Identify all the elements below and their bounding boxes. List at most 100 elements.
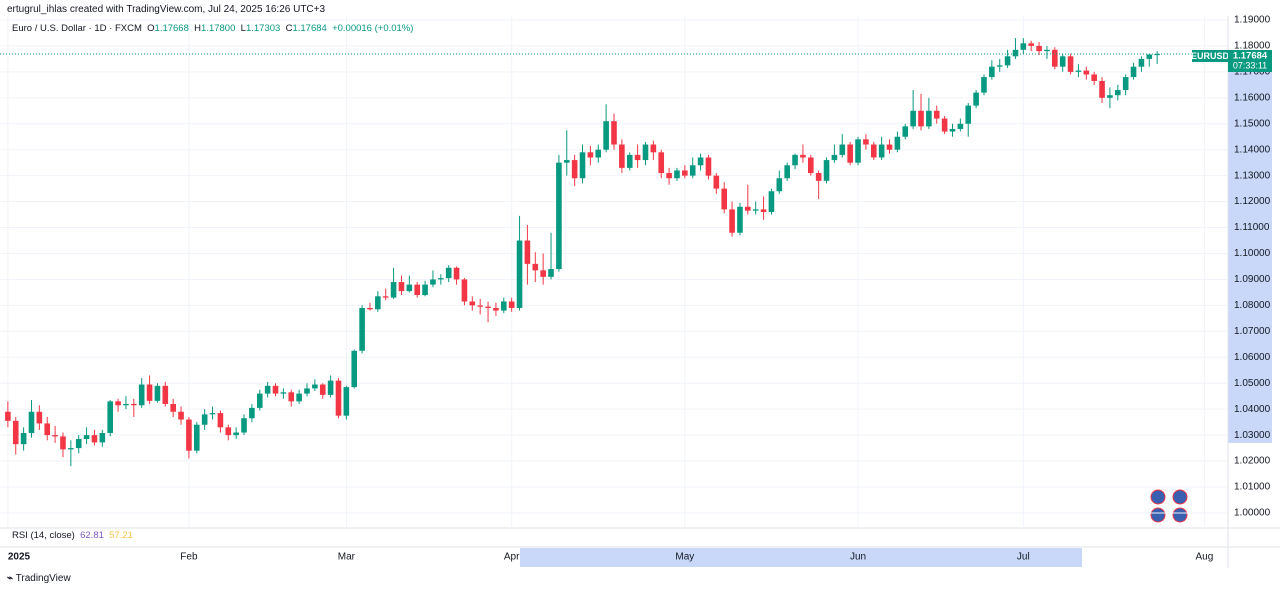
candle-body (1004, 56, 1011, 66)
candle-body (516, 240, 523, 308)
candle-body (540, 270, 546, 277)
candle-body (178, 411, 184, 420)
candle-body (508, 301, 515, 308)
candle-body (60, 436, 66, 450)
candle-body (12, 420, 19, 445)
candle-body (776, 178, 783, 192)
candle-body (44, 423, 51, 436)
y-tick-label: 1.08000 (1234, 300, 1271, 311)
rsi-ma: 57.21 (109, 530, 133, 541)
candle-body (1036, 45, 1042, 52)
candle-body (524, 240, 531, 264)
candle-body (658, 152, 665, 174)
y-tick-label: 1.07000 (1234, 326, 1271, 337)
candle-body (485, 306, 491, 308)
y-tick-label: 1.12000 (1234, 196, 1271, 207)
candle-body (256, 393, 263, 408)
chart: 1.19000 1.18000 1.17000 1.16000 1.15000 1.140… (0, 15, 1280, 568)
candle-body (367, 307, 373, 310)
candle-body (989, 66, 995, 78)
candle-body (949, 128, 956, 132)
y-tick-label: 1.13000 (1234, 170, 1271, 181)
candle-body (209, 413, 216, 415)
candle-body (823, 160, 830, 181)
candle-body (154, 385, 161, 401)
candle-body (603, 121, 609, 150)
candle-body (1044, 49, 1050, 52)
candle-body (414, 284, 421, 296)
y-tick-label: 1.01000 (1234, 482, 1271, 493)
x-tick-label: Aug (1195, 552, 1213, 563)
candle-body (233, 432, 239, 436)
candle-body (28, 411, 35, 434)
candle-body (390, 282, 397, 298)
candle-body (186, 419, 192, 451)
attribution: ertugrul_ihlas created with TradingView.… (7, 4, 326, 15)
candle-body (1052, 49, 1058, 67)
change: +0.00016 (+0.01%) (332, 23, 414, 34)
x-tick-label: May (675, 552, 694, 563)
candle-body (855, 139, 861, 163)
candle-body (973, 92, 979, 106)
candle-body (650, 144, 657, 153)
candle-body (343, 387, 350, 416)
candle-body (807, 157, 814, 174)
symbol-tag (1192, 50, 1228, 62)
candle-body (878, 144, 885, 158)
candle-body (784, 165, 790, 179)
candle-body (241, 418, 247, 433)
y-tick-label: 1.16000 (1234, 92, 1271, 103)
candle-body (1146, 54, 1153, 59)
candle-body (768, 191, 775, 212)
candle-body (493, 307, 499, 311)
candle-body (642, 144, 649, 161)
y-tick-label: 1.18000 (1234, 41, 1271, 52)
candle-body (422, 284, 428, 296)
candle-body (225, 427, 232, 436)
price-tag (1228, 50, 1272, 72)
candle-body (587, 152, 594, 158)
candle-body (902, 126, 909, 137)
candle-body (375, 296, 381, 310)
candle-body (272, 385, 279, 394)
candle-body (611, 121, 617, 145)
candle-body (1075, 70, 1082, 72)
candle-body (619, 144, 625, 168)
candle-body (674, 170, 680, 179)
y-tick-label: 1.00000 (1234, 508, 1271, 519)
candle-body (933, 110, 940, 119)
candle-body (5, 411, 11, 421)
axis-highlight (1228, 72, 1272, 443)
y-tick-label: 1.14000 (1234, 144, 1271, 155)
candle-body (1028, 43, 1035, 46)
candle-body (249, 407, 255, 419)
candle-body (1154, 54, 1160, 56)
candle-body (264, 385, 271, 394)
candle-body (815, 173, 822, 181)
price-tag-value: 1.17684 (1233, 51, 1268, 62)
candle-body (327, 380, 334, 395)
candle-body (548, 269, 554, 277)
candle-body (579, 152, 586, 179)
candle-body (996, 65, 1003, 67)
plot-area (0, 16, 1228, 528)
footer-brand: TradingView (15, 573, 71, 584)
candle-body (68, 448, 74, 450)
candle-body (532, 263, 539, 271)
y-tick-label: 1.02000 (1234, 456, 1271, 467)
candle-body (831, 154, 838, 161)
candle-body (335, 380, 342, 416)
candle-body (689, 165, 696, 176)
candle-body (745, 206, 751, 211)
candle-body (1122, 77, 1129, 91)
candle-body (563, 160, 570, 163)
c: C (285, 23, 293, 34)
candle-body (556, 162, 562, 270)
y-tick-label: 1.19000 (1234, 15, 1271, 26)
candle-body (863, 139, 869, 145)
candle-body (461, 279, 468, 302)
candle-body (910, 110, 916, 127)
candle-body (1059, 56, 1066, 67)
candle-body (99, 433, 106, 443)
candle-body (115, 401, 121, 406)
